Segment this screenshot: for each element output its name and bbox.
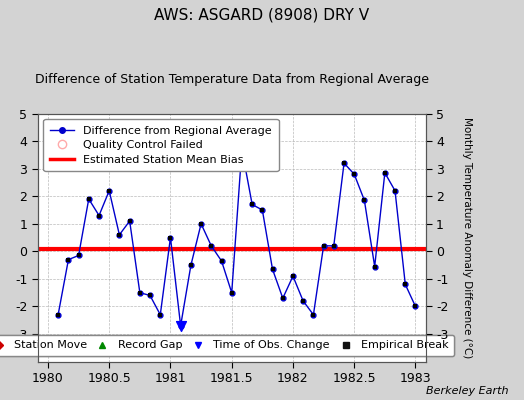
Point [54,312,62,318]
Point [105,188,113,194]
Point [370,263,379,270]
Point [197,220,205,227]
Text: Berkeley Earth: Berkeley Earth [426,386,508,396]
Point [258,207,267,213]
Point [350,171,358,177]
Point [401,281,409,288]
Point [360,197,368,204]
Point [187,262,195,268]
Point [95,212,103,219]
Point [64,256,73,263]
Text: AWS: ASGARD (8908) DRY V: AWS: ASGARD (8908) DRY V [155,8,369,23]
Point [380,170,389,176]
Point [115,232,124,238]
Point [340,160,348,166]
Point [177,322,185,329]
Point [84,196,93,202]
Point [156,312,165,318]
Point [268,266,277,272]
Point [320,243,328,249]
Point [146,292,154,299]
Point [248,201,256,208]
Point [238,146,246,152]
Point [125,218,134,224]
Point [177,322,185,329]
Point [299,298,308,304]
Point [136,290,144,296]
Point [279,295,287,301]
Point [411,303,420,310]
Point [217,258,226,264]
Title: Difference of Station Temperature Data from Regional Average: Difference of Station Temperature Data f… [35,73,429,86]
Point [74,252,83,259]
Point [391,188,399,194]
Point [207,243,215,249]
Point [309,312,318,318]
Point [289,273,297,279]
Point [166,234,174,241]
Point [330,243,338,249]
Y-axis label: Monthly Temperature Anomaly Difference (°C): Monthly Temperature Anomaly Difference (… [462,117,472,358]
Point [227,290,236,296]
Legend: Station Move, Record Gap, Time of Obs. Change, Empirical Break: Station Move, Record Gap, Time of Obs. C… [0,335,454,356]
